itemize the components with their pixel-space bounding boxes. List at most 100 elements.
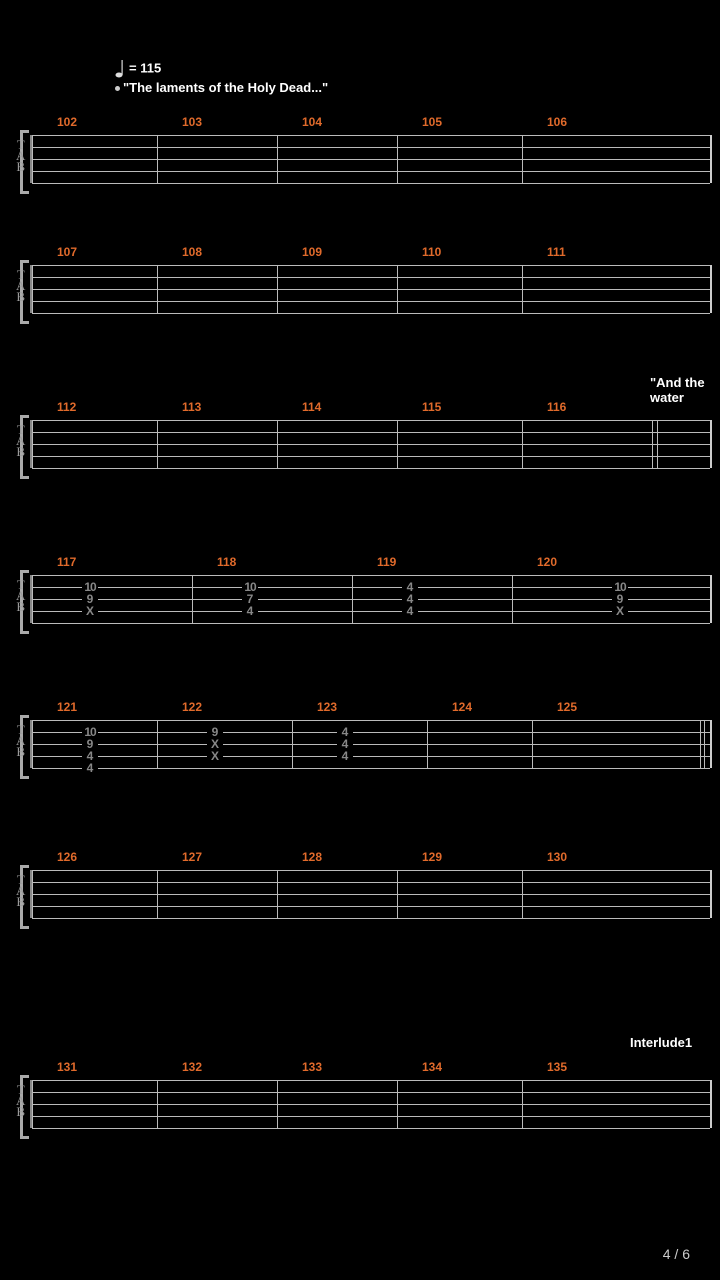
measure-number: 105 [422,115,442,129]
staff-line [32,882,710,883]
tab-clef: TAB [16,424,25,457]
section-annotation: Interlude1 [630,1035,692,1050]
barline [157,720,158,768]
measure-number: 119 [377,555,396,569]
barline [700,720,701,768]
tab-chord: 1074 [242,581,258,617]
barline [397,420,398,468]
barline [704,720,705,768]
staff-line [32,575,710,576]
staff-line [32,444,710,445]
fret-number: X [612,605,628,617]
fret-number: 4 [402,605,418,617]
tab-chord: 444 [402,581,418,617]
measure-number: 102 [57,115,77,129]
staff-line [32,171,710,172]
staff-line [32,768,710,769]
measure-number: 110 [422,245,441,259]
barline [522,420,523,468]
measure-number: 125 [557,700,577,714]
staff-line [32,894,710,895]
barline [710,135,712,183]
barline [157,1080,158,1128]
barline [292,720,293,768]
barline [710,420,712,468]
tab-clef-letter: B [16,291,25,302]
staff-line [32,918,710,919]
measure-number: 116 [547,400,566,414]
measure-number: 104 [302,115,322,129]
staff-line [32,159,710,160]
staff-system: TAB126127128129130 [30,870,710,918]
tab-clef: TAB [16,269,25,302]
barline [657,420,658,468]
barline [157,870,158,918]
barline [397,135,398,183]
staff-line [32,147,710,148]
measure-number: 127 [182,850,202,864]
barline [522,870,523,918]
barline [427,720,428,768]
staff-lines: 107108109110111 [30,265,710,313]
barline [512,575,513,623]
staff-line [32,420,710,421]
barline [522,1080,523,1128]
staff-line [32,599,710,600]
staff-line [32,756,710,757]
staff-line [32,265,710,266]
staff-system: TAB107108109110111 [30,265,710,313]
section-label: "The laments of the Holy Dead..." [115,80,328,95]
staff-lines: 102103104105106 [30,135,710,183]
tab-clef: TAB [16,1084,25,1117]
staff-line [32,906,710,907]
tab-chord: 109X [82,581,98,617]
staff-lines: 117118119120109X1074444109X [30,575,710,623]
tab-clef-letter: B [16,161,25,172]
barline [277,135,278,183]
barline [532,720,533,768]
measure-number: 112 [57,400,76,414]
staff-line [32,870,710,871]
measure-number: 124 [452,700,472,714]
measure-number: 135 [547,1060,567,1074]
barline [32,1080,33,1128]
staff-line [32,587,710,588]
measure-number: 113 [182,400,201,414]
quarter-note-icon [115,60,125,78]
tempo-marking: = 115 "The laments of the Holy Dead..." [115,60,328,95]
staff-lines: 131132133134135 [30,1080,710,1128]
measure-number: 123 [317,700,337,714]
staff-line [32,456,710,457]
staff-line [32,720,710,721]
barline [710,1080,712,1128]
barline [710,575,712,623]
section-dot-icon [115,86,120,91]
tab-clef-letter: B [16,746,25,757]
staff-line [32,1128,710,1129]
staff-line [32,313,710,314]
measure-number: 106 [547,115,567,129]
staff-line [32,289,710,290]
measure-number: 115 [422,400,441,414]
staff-system: "And the waterTAB112113114115116 [30,420,710,468]
barline [397,870,398,918]
tab-clef-letter: B [16,1106,25,1117]
fret-number: 4 [82,762,98,774]
barline [32,265,33,313]
tab-chord: 444 [337,726,353,762]
measure-number: 108 [182,245,202,259]
barline [157,420,158,468]
tab-clef: TAB [16,724,25,757]
barline [32,870,33,918]
fret-number: X [207,750,223,762]
barline [32,720,33,768]
barline [32,575,33,623]
staff-lines: 112113114115116 [30,420,710,468]
staff-system: TAB102103104105106 [30,135,710,183]
measure-number: 132 [182,1060,202,1074]
measure-number: 134 [422,1060,442,1074]
barline [277,265,278,313]
tab-clef-letter: B [16,446,25,457]
measure-number: 103 [182,115,202,129]
barline [397,1080,398,1128]
